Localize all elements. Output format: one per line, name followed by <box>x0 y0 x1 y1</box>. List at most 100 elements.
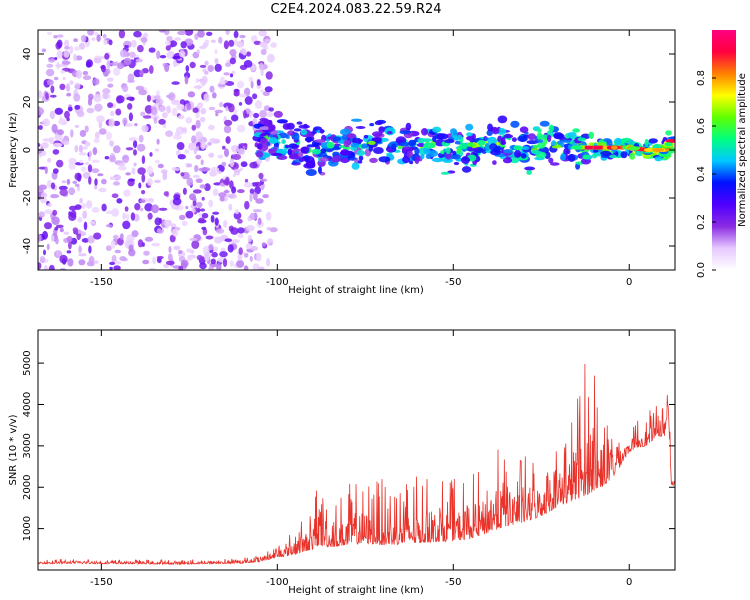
colorbar-tick-label: 0.4 <box>696 166 707 182</box>
undefined <box>42 118 50 127</box>
undefined <box>168 40 178 48</box>
undefined <box>156 255 164 260</box>
undefined <box>291 143 300 149</box>
undefined <box>225 136 231 144</box>
undefined <box>191 124 197 131</box>
undefined <box>265 211 272 221</box>
undefined <box>648 138 658 144</box>
undefined <box>208 265 214 270</box>
undefined <box>539 120 550 127</box>
x-tick-label: -150 <box>90 277 113 288</box>
undefined <box>46 179 52 189</box>
undefined <box>180 41 187 49</box>
undefined <box>250 81 254 89</box>
undefined <box>244 200 250 210</box>
undefined <box>503 149 513 154</box>
undefined <box>184 30 194 36</box>
undefined <box>210 215 215 223</box>
undefined <box>141 125 149 133</box>
undefined <box>327 136 333 140</box>
undefined <box>391 143 397 150</box>
undefined <box>237 233 244 239</box>
undefined <box>111 193 119 198</box>
undefined <box>232 173 236 178</box>
undefined <box>158 207 168 211</box>
undefined <box>122 84 129 93</box>
y-tick-label: -40 <box>22 238 33 254</box>
undefined <box>126 213 130 222</box>
undefined <box>421 128 428 136</box>
undefined <box>239 48 246 55</box>
undefined <box>466 132 473 137</box>
undefined <box>164 40 171 46</box>
snr-axes: -150 -100 -50 0 1000 2000 3000 4000 5000 <box>22 330 675 588</box>
undefined <box>144 105 153 114</box>
undefined <box>200 77 207 87</box>
undefined <box>378 156 391 163</box>
undefined <box>130 212 136 221</box>
undefined <box>78 144 83 153</box>
undefined <box>87 235 95 244</box>
undefined <box>118 30 126 39</box>
undefined <box>232 154 242 160</box>
undefined <box>209 170 217 177</box>
undefined <box>231 114 239 122</box>
undefined <box>105 224 113 228</box>
undefined <box>116 95 125 104</box>
undefined <box>77 217 83 223</box>
undefined <box>182 187 187 195</box>
undefined <box>236 40 245 48</box>
undefined <box>440 171 450 175</box>
undefined <box>211 92 217 99</box>
undefined <box>88 255 95 265</box>
undefined <box>52 209 58 216</box>
undefined <box>215 228 225 234</box>
undefined <box>46 31 53 35</box>
undefined <box>546 134 552 143</box>
undefined <box>68 187 76 196</box>
undefined <box>319 157 329 162</box>
undefined <box>252 117 258 126</box>
undefined <box>137 143 146 152</box>
undefined <box>298 157 306 162</box>
undefined <box>158 30 166 33</box>
undefined <box>252 209 262 213</box>
undefined <box>126 234 135 242</box>
undefined <box>236 80 245 89</box>
undefined <box>260 48 267 56</box>
undefined <box>343 139 351 148</box>
undefined <box>157 163 164 169</box>
undefined <box>610 145 618 150</box>
undefined <box>421 138 433 142</box>
undefined <box>179 50 186 58</box>
undefined <box>180 172 185 177</box>
undefined <box>43 249 46 256</box>
undefined <box>293 132 300 141</box>
undefined <box>214 58 219 65</box>
y-tick-label: 5000 <box>22 350 33 375</box>
undefined <box>221 161 227 167</box>
undefined <box>531 149 541 155</box>
undefined <box>82 75 92 81</box>
undefined <box>94 103 103 112</box>
undefined <box>141 173 146 183</box>
undefined <box>257 230 263 234</box>
undefined <box>210 258 216 265</box>
undefined <box>73 38 78 42</box>
undefined <box>205 235 214 240</box>
undefined <box>456 146 461 154</box>
undefined <box>461 166 472 173</box>
undefined <box>217 164 225 173</box>
undefined <box>297 152 304 158</box>
undefined <box>189 237 198 241</box>
undefined <box>119 256 127 262</box>
undefined <box>339 128 351 136</box>
undefined <box>101 64 106 73</box>
undefined <box>459 142 468 150</box>
undefined <box>175 126 185 135</box>
undefined <box>176 142 185 150</box>
undefined <box>125 172 131 176</box>
undefined <box>664 142 673 147</box>
undefined <box>126 96 135 101</box>
